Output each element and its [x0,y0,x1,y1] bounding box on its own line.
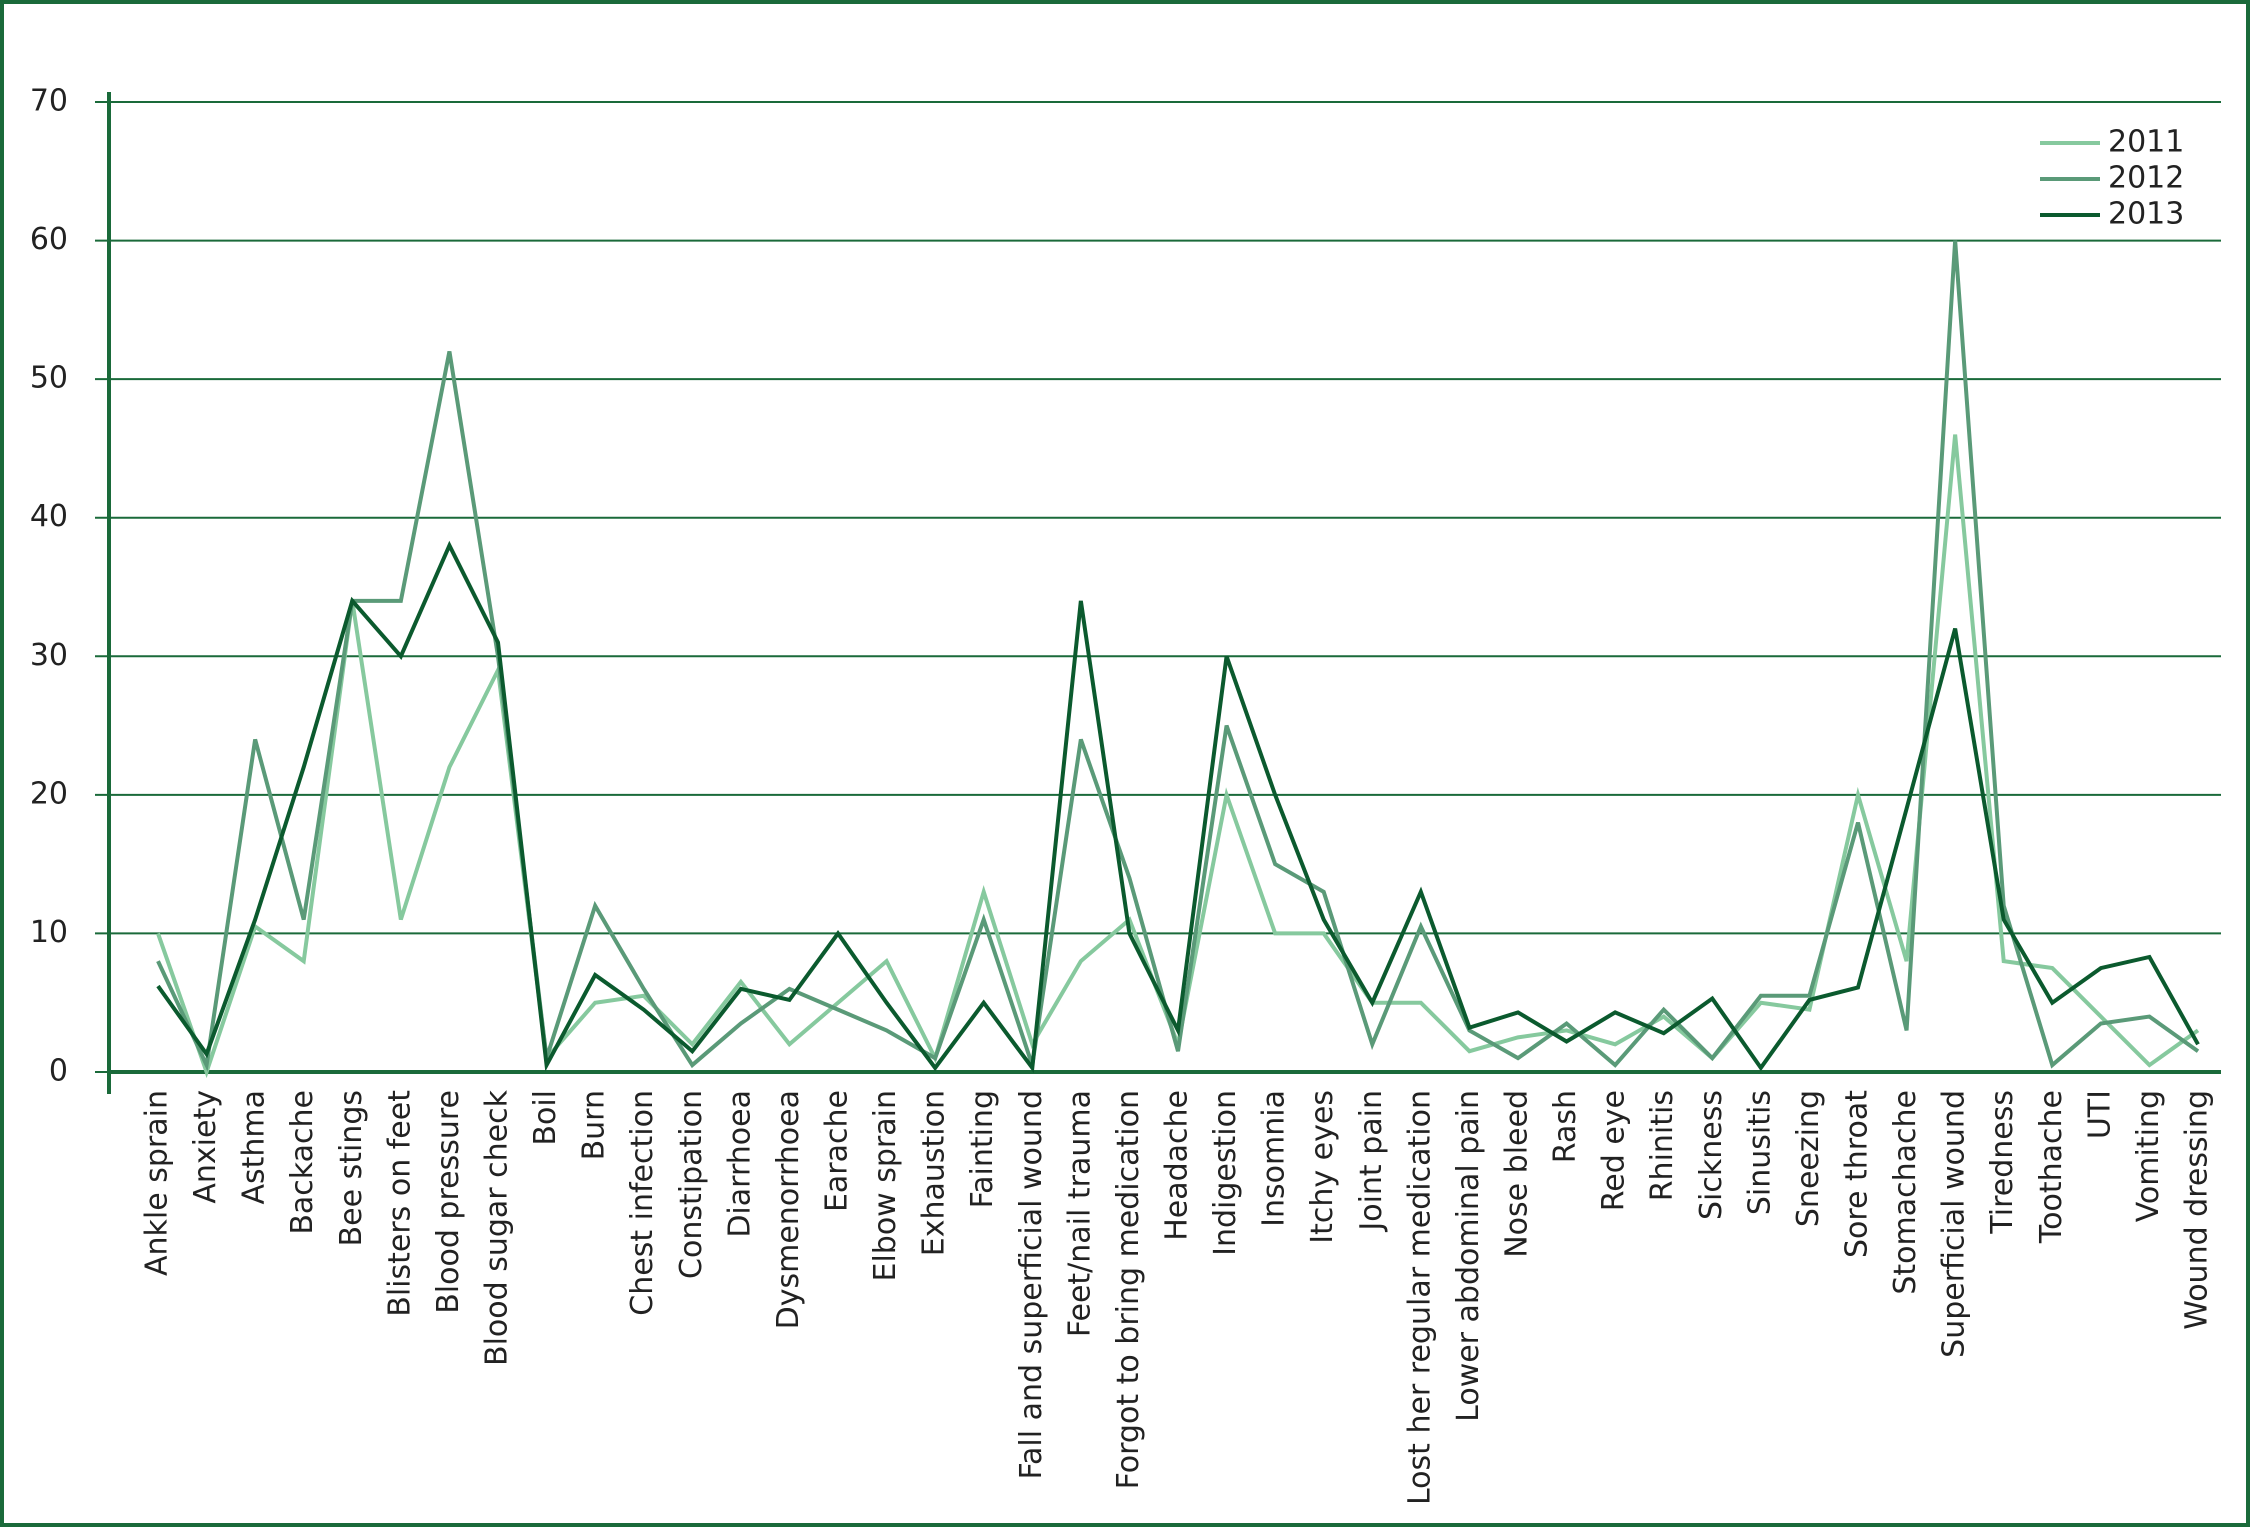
x-tick-label: Indigestion [1208,1090,1243,1256]
x-tick-label: Superficial wound [1937,1090,1972,1358]
x-tick-label: Feet/nail trauma [1062,1090,1097,1337]
x-tick-label: Anxiety [188,1090,223,1204]
x-tick-label: Toothache [2034,1090,2069,1244]
x-tick-label: UTI [2082,1090,2117,1139]
y-tick-label: 0 [49,1054,68,1089]
y-tick-label: 10 [30,915,68,950]
x-tick-label: Constipation [674,1090,709,1279]
x-tick-label: Blood pressure [431,1090,466,1314]
y-tick-label: 40 [30,499,68,534]
y-tick-label: 50 [30,361,68,396]
series-line [156,240,2200,1072]
x-tick-label: Elbow sprain [868,1090,903,1282]
x-tick-label: Stomachache [1888,1090,1923,1295]
x-tick-label: Joint pain [1354,1090,1389,1233]
y-tick-label: 30 [30,638,68,673]
x-tick-label: Exhaustion [917,1090,952,1256]
legend-label: 2011 [2108,125,2184,160]
legend-label: 2013 [2108,197,2184,232]
x-tick-label: Sickness [1694,1090,1729,1220]
x-tick-label: Vomiting [2131,1090,2166,1222]
legend-label: 2012 [2108,161,2184,196]
x-tick-label: Burn [577,1090,612,1160]
y-tick-label: 60 [30,222,68,257]
x-tick-label: Sore throat [1840,1090,1875,1258]
x-tick-label: Headache [1160,1090,1195,1241]
x-tick-label: Fainting [965,1090,1000,1208]
y-tick-label: 70 [30,84,68,119]
x-tick-label: Sneezing [1791,1090,1826,1227]
x-tick-label: Ankle sprain [140,1090,175,1276]
series-line [156,540,2200,1074]
x-tick-label: Asthma [237,1090,272,1205]
x-tick-label: Boil [528,1090,563,1146]
x-tick-label: Forgot to bring medication [1111,1090,1146,1489]
x-tick-label: Sinusitis [1742,1090,1777,1215]
x-tick-label: Itchy eyes [1305,1090,1340,1244]
x-tick-label: Lost her regular medication [1402,1090,1437,1505]
x-tick-label: Blisters on feet [382,1090,417,1317]
x-tick-label: Tiredness [1985,1090,2020,1235]
x-tick-label: Earache [820,1090,855,1212]
x-tick-label: Red eye [1597,1090,1632,1211]
y-tick-label: 20 [30,776,68,811]
x-tick-label: Fall and superficial wound [1014,1090,1049,1480]
x-tick-label: Nose bleed [1500,1090,1535,1258]
x-tick-label: Bee stings [334,1090,369,1246]
x-tick-label: Chest infection [625,1090,660,1316]
x-tick-label: Lower abdominal pain [1451,1090,1486,1422]
x-tick-label: Dysmenorrhoea [771,1090,806,1329]
x-tick-label: Rhinitis [1645,1090,1680,1201]
x-tick-label: Insomnia [1257,1090,1292,1227]
x-tick-label: Wound dressing [2180,1090,2215,1330]
x-tick-label: Rash [1548,1090,1583,1163]
x-tick-label: Diarrhoea [722,1090,757,1238]
x-tick-label: Blood sugar check [480,1089,515,1366]
x-tick-label: Backache [285,1090,320,1235]
